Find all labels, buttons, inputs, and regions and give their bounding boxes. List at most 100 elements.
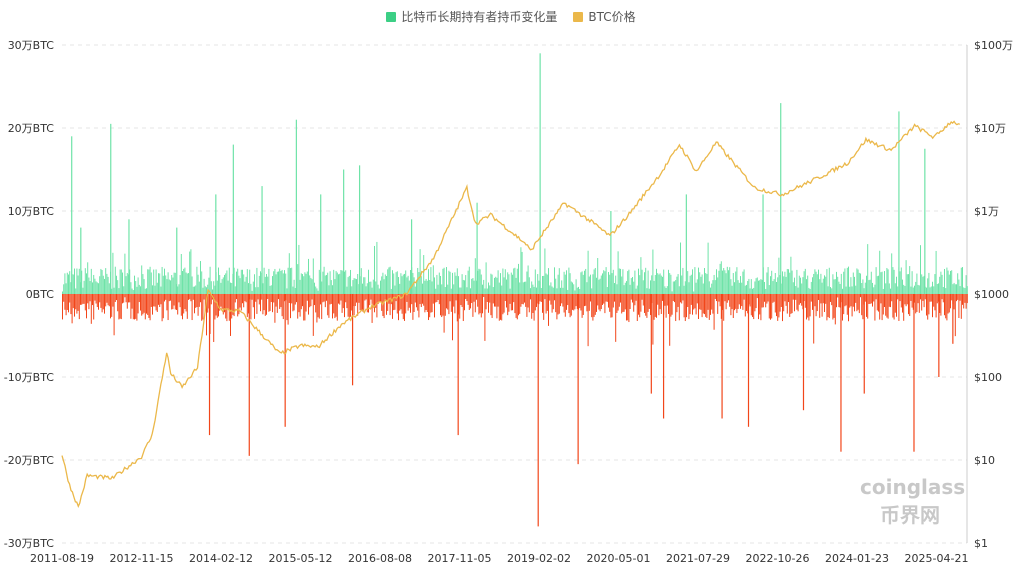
- bar-negative: [260, 294, 261, 312]
- bar-positive: [579, 288, 581, 294]
- bar-spike-positive: [685, 194, 687, 294]
- bar-negative: [570, 294, 572, 316]
- bar-positive: [566, 270, 567, 294]
- bar-positive: [137, 277, 139, 294]
- bar-positive: [683, 285, 685, 294]
- bar-positive: [809, 289, 811, 294]
- bar-positive: [713, 274, 715, 294]
- bar-positive: [647, 270, 649, 294]
- legend-item-btc-price[interactable]: BTC价格: [573, 8, 636, 25]
- bar-positive: [159, 273, 161, 294]
- bar-negative: [465, 294, 467, 300]
- bar-positive: [624, 282, 626, 294]
- bar-negative: [608, 294, 609, 308]
- bar-negative: [652, 294, 654, 345]
- bar-negative: [221, 294, 223, 309]
- bar-positive: [587, 250, 589, 294]
- bar-positive: [502, 268, 504, 294]
- bar-negative: [875, 294, 877, 300]
- bar-negative: [69, 294, 71, 303]
- bar-negative: [284, 294, 285, 302]
- bar-positive: [814, 269, 816, 294]
- bar-positive: [243, 274, 245, 294]
- bar-positive: [521, 251, 523, 294]
- bar-negative: [117, 294, 119, 312]
- bar-negative: [482, 294, 483, 314]
- bar-positive: [190, 249, 192, 294]
- bar-positive: [425, 278, 427, 294]
- bar-negative: [357, 294, 359, 316]
- bar-negative: [399, 294, 401, 311]
- bar-negative: [167, 294, 169, 321]
- bar-positive: [928, 272, 930, 294]
- bar-positive: [280, 271, 282, 294]
- bar-negative: [214, 294, 216, 320]
- bar-negative: [604, 294, 606, 314]
- bar-spike-positive: [261, 186, 263, 294]
- bar-negative: [957, 294, 959, 300]
- bar-negative: [706, 294, 708, 319]
- bar-positive: [96, 282, 98, 294]
- bar-negative: [369, 294, 371, 306]
- bar-positive: [963, 287, 965, 294]
- bar-positive: [728, 270, 729, 294]
- bar-negative: [90, 294, 92, 324]
- bar-positive: [688, 282, 690, 294]
- bar-negative: [789, 294, 791, 317]
- bar-negative: [856, 294, 858, 312]
- bar-positive: [437, 284, 439, 294]
- bar-negative: [774, 294, 776, 313]
- bar-negative: [866, 294, 867, 317]
- bar-negative: [579, 294, 581, 309]
- legend-item-lth-change[interactable]: 比特币长期持有者持币变化量: [386, 8, 557, 25]
- bar-positive: [695, 282, 697, 294]
- bar-positive: [226, 270, 228, 294]
- bar-negative: [436, 294, 438, 303]
- bar-negative: [404, 294, 405, 321]
- bar-positive: [828, 267, 830, 294]
- bar-negative: [814, 294, 816, 307]
- bar-positive: [555, 278, 557, 294]
- bar-positive: [122, 272, 123, 294]
- bar-positive: [760, 279, 762, 294]
- bar-positive: [443, 267, 445, 294]
- bar-negative: [884, 294, 885, 307]
- bar-positive: [874, 284, 876, 294]
- bar-negative: [455, 294, 457, 301]
- bar-negative: [942, 294, 944, 303]
- bar-positive: [600, 275, 602, 294]
- bar-positive: [474, 258, 476, 294]
- bar-positive: [297, 264, 299, 294]
- bar-negative: [340, 294, 342, 301]
- bar-positive: [507, 272, 509, 294]
- bar-negative: [724, 294, 726, 302]
- bar-negative: [476, 294, 477, 300]
- bar-positive: [410, 270, 411, 294]
- bar-positive: [495, 276, 497, 294]
- bar-negative: [560, 294, 561, 307]
- bar-negative: [602, 294, 603, 305]
- bar-negative: [478, 294, 480, 315]
- bar-positive: [800, 277, 801, 294]
- bar-positive: [208, 277, 210, 294]
- bar-positive: [246, 269, 248, 294]
- bar-negative: [700, 294, 702, 310]
- bar-positive: [734, 282, 735, 294]
- bar-negative: [440, 294, 441, 316]
- bar-positive: [233, 267, 235, 294]
- bar-negative: [351, 294, 353, 311]
- bar-positive: [365, 286, 367, 294]
- bar-negative: [366, 294, 368, 313]
- bar-negative: [743, 294, 745, 300]
- bar-negative: [270, 294, 272, 303]
- bar-negative: [562, 294, 564, 307]
- bar-negative: [394, 294, 396, 310]
- bar-negative: [405, 294, 407, 314]
- bar-negative: [359, 294, 361, 311]
- bar-negative: [413, 294, 415, 312]
- bar-positive: [353, 278, 355, 294]
- bar-negative: [585, 294, 587, 306]
- bar-negative: [426, 294, 428, 313]
- bar-positive: [710, 287, 711, 294]
- bar-positive: [915, 281, 917, 294]
